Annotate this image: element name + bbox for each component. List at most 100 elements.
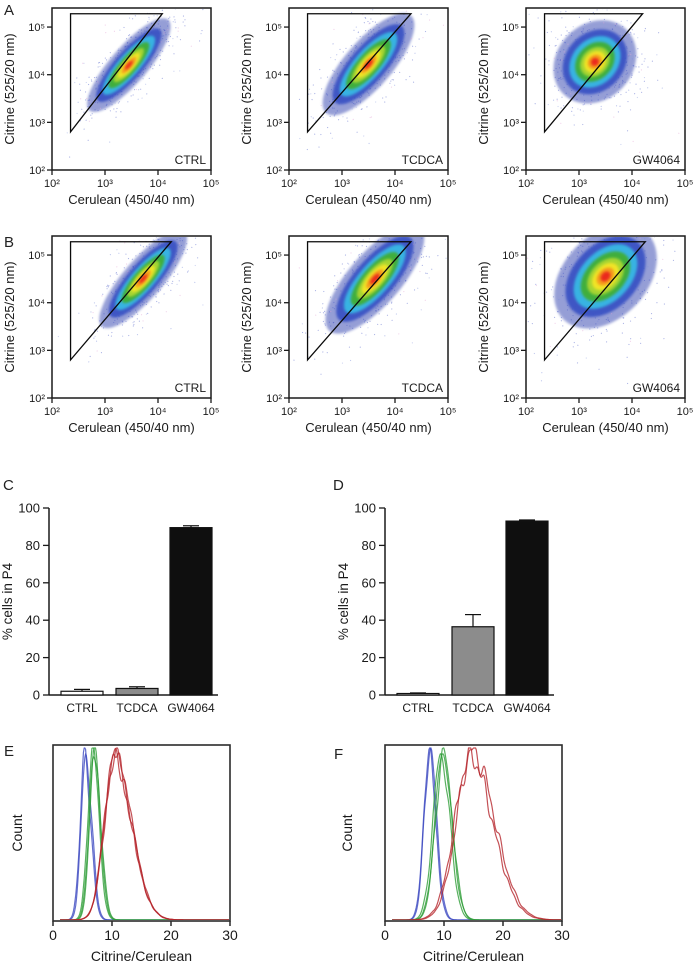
- bar-tcdca: [451, 626, 495, 696]
- plot-frame: [525, 7, 686, 171]
- y-tick-label: 10⁴: [502, 70, 519, 82]
- x-tick-label: 10⁴: [624, 406, 641, 418]
- x-tick-label: 10⁴: [387, 178, 404, 190]
- plot-frame: [288, 235, 449, 399]
- curve-tcdca: [60, 747, 229, 920]
- gate-outline: [69, 241, 173, 362]
- curve-gw4064: [392, 747, 561, 920]
- x-tick-label: 10⁴: [624, 178, 641, 190]
- x-tick-label: 30: [222, 927, 238, 943]
- y-axis: 10² 10³ 10⁴ 10⁵ Citrine (525/20 nm): [2, 22, 52, 177]
- y-tick-label: 10⁴: [28, 70, 45, 82]
- gate-outline: [69, 13, 164, 134]
- x-tick-label: 10⁵: [677, 406, 694, 418]
- condition-label: TCDCA: [402, 381, 443, 395]
- bar-chart-c: 0 20 40 60 80 100 % cells in P4 CTRL TCDCA GW4064: [0, 501, 218, 715]
- x-tick-label: 10²: [44, 406, 60, 418]
- y-tick-label: 10²: [266, 393, 282, 405]
- y-axis: 10² 10³ 10⁴ 10⁵ Citrine (525/20 nm): [476, 250, 526, 405]
- y-tick-label: 100: [354, 501, 376, 516]
- x-tick-label: 10³: [571, 406, 587, 418]
- y-tick-label: 10³: [266, 345, 282, 357]
- density-cloud: [293, 237, 447, 375]
- x-axis: 10² 10³ 10⁴ 10⁵ Cerulean (450/40 nm): [518, 398, 693, 435]
- y-tick-label: 20: [26, 650, 40, 665]
- density-cloud: [57, 237, 204, 363]
- y-tick-label: 60: [26, 575, 40, 590]
- x-axis: 10² 10³ 10⁴ 10⁵ Cerulean (450/40 nm): [281, 170, 456, 207]
- x-axis: 10² 10³ 10⁴ 10⁵ Cerulean (450/40 nm): [44, 170, 219, 207]
- y-tick-label: 10⁴: [265, 70, 282, 82]
- condition-label: TCDCA: [402, 153, 443, 167]
- x-tick-label: 10³: [571, 178, 587, 190]
- condition-label: CTRL: [175, 153, 207, 167]
- y-tick-label: 60: [362, 575, 376, 590]
- x-tick-label: 10³: [334, 178, 350, 190]
- x-tick-label: 20: [163, 927, 179, 943]
- y-tick-label: 10³: [29, 117, 45, 129]
- x-axis-title: Citrine/Cerulean: [423, 948, 524, 964]
- x-tick-label: 10⁵: [203, 178, 220, 190]
- curve-tcdca: [392, 747, 561, 920]
- y-axis-title: Citrine (525/20 nm): [239, 33, 254, 144]
- x-axis-title: Cerulean (450/40 nm): [305, 420, 431, 435]
- y-tick-label: 10⁵: [265, 250, 282, 262]
- y-axis-title: % cells in P4: [336, 562, 351, 640]
- plot-frame: [51, 235, 212, 399]
- x-tick-label: 10⁵: [203, 406, 220, 418]
- y-tick-label: 10³: [266, 117, 282, 129]
- histogram-curves: [392, 747, 561, 920]
- y-axis-title: Count: [9, 814, 25, 851]
- x-tick-label: 10⁴: [150, 178, 167, 190]
- x-tick-label: 10³: [97, 406, 113, 418]
- y-tick-label: 10⁵: [265, 22, 282, 34]
- bar-ctrl: [60, 690, 104, 696]
- y-tick-label: 10²: [503, 165, 519, 177]
- x-axis-title: Cerulean (450/40 nm): [542, 192, 668, 207]
- y-axis: 10² 10³ 10⁴ 10⁵ Citrine (525/20 nm): [239, 22, 289, 177]
- panel-label-e: E: [4, 743, 15, 760]
- curve-gw4064: [60, 752, 229, 920]
- x-tick-label: 10⁴: [150, 406, 167, 418]
- y-tick-label: 10⁵: [502, 22, 519, 34]
- x-tick-label: 10²: [281, 178, 297, 190]
- category-label: GW4064: [503, 701, 551, 715]
- x-tick-label: 10²: [281, 406, 297, 418]
- curve-ctrl: [60, 753, 229, 920]
- plot-frame: [52, 744, 231, 922]
- y-tick-label: 40: [362, 613, 376, 628]
- histogram-e: 0 10 20 30 Citrine/Cerulean Count: [9, 744, 238, 964]
- density-cloud: [528, 9, 680, 153]
- curve-gw4064: [60, 747, 229, 920]
- density-cloud: [527, 237, 676, 385]
- y-tick-label: 10²: [29, 165, 45, 177]
- y-axis-title: Citrine (525/20 nm): [476, 261, 491, 372]
- y-tick-label: 10³: [29, 345, 45, 357]
- x-tick-label: 10: [436, 927, 452, 943]
- y-tick-label: 10⁵: [28, 250, 45, 262]
- x-tick-label: 10⁵: [440, 406, 457, 418]
- y-tick-label: 10⁴: [28, 298, 45, 310]
- curve-ctrl: [60, 747, 229, 920]
- bar-gw4064: [169, 527, 213, 696]
- x-axis-title: Cerulean (450/40 nm): [68, 420, 194, 435]
- y-tick-label: 10⁴: [502, 298, 519, 310]
- bar-tcdca: [115, 687, 159, 696]
- x-axis-title: Citrine/Cerulean: [91, 948, 192, 964]
- y-axis: 10² 10³ 10⁴ 10⁵ Citrine (525/20 nm): [476, 22, 526, 177]
- y-axis: 10² 10³ 10⁴ 10⁵ Citrine (525/20 nm): [239, 250, 289, 405]
- gate-outline: [543, 13, 644, 134]
- x-tick-label: 30: [554, 927, 570, 943]
- panel-label-b: B: [4, 234, 15, 251]
- histogram-curves: [60, 747, 229, 920]
- curve-ctrl: [392, 747, 561, 920]
- gate-outline: [543, 241, 647, 362]
- gate-outline: [306, 13, 413, 134]
- curve-tcdca: [60, 756, 229, 920]
- plot-frame: [51, 7, 212, 171]
